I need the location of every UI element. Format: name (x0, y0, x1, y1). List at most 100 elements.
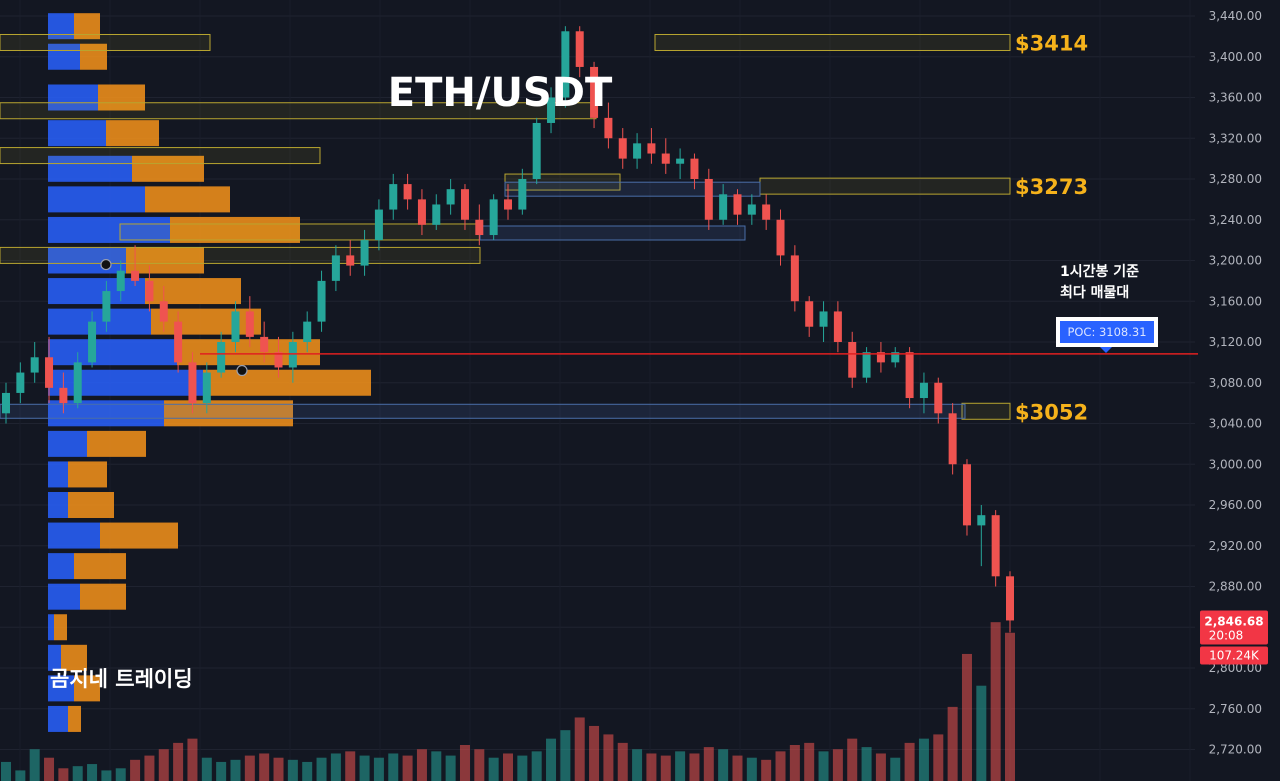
candle-body (547, 97, 556, 123)
volume-bar (1, 761, 11, 781)
volume-bar (359, 755, 370, 781)
last-volume-tag (1200, 646, 1268, 665)
y-tick-label: 3,040.00 (1209, 417, 1262, 431)
y-tick-label: 3,400.00 (1209, 50, 1262, 64)
candle-body (360, 240, 369, 266)
overlays: POC: 3108.31 (100, 258, 1198, 377)
level-labels: $3414 $3273 $3052 (1015, 31, 1088, 424)
profile-sell-bar (87, 430, 146, 457)
volume-bar (531, 751, 542, 781)
volume-bar (173, 742, 184, 781)
y-tick-label: 3,240.00 (1209, 213, 1262, 227)
profile-sell-bar (68, 705, 81, 732)
poc-annotation-line2: 최다 매물대 (1060, 285, 1129, 301)
y-tick-label: 3,080.00 (1209, 376, 1262, 390)
volume-bar (330, 753, 341, 781)
volume-bar (603, 734, 614, 781)
candle-body (59, 387, 68, 404)
level-label: $3273 (1015, 175, 1088, 199)
candle-body (991, 515, 1000, 577)
profile-sell-bar (80, 43, 107, 70)
volume-bar (617, 742, 628, 781)
y-tick-label: 3,360.00 (1209, 91, 1262, 105)
candle-body (446, 189, 455, 205)
zone-box (0, 246, 481, 264)
candle-body (202, 372, 211, 404)
profile-buy-bar (48, 492, 68, 518)
candle-body (460, 189, 469, 220)
volume-bar (158, 749, 169, 781)
profile-sell-bar (68, 461, 107, 488)
profile-sell-bar (145, 278, 241, 305)
marker-dot (236, 364, 248, 377)
volume-bar (574, 717, 585, 781)
candle-body (102, 291, 111, 322)
y-tick-label: 2,760.00 (1209, 702, 1262, 716)
profile-sell-bar (170, 216, 300, 243)
candle-body (475, 219, 484, 236)
poc-label: POC: 3108.31 (1067, 325, 1146, 339)
candle-body (891, 352, 900, 363)
volume-bar (789, 745, 800, 781)
profile-sell-bar (100, 522, 178, 549)
volume-bar (1005, 632, 1015, 781)
y-tick-label: 3,000.00 (1209, 457, 1262, 471)
last-volume-label: 107.24K (1209, 648, 1260, 662)
volume-bar (933, 734, 944, 781)
volume-bar (273, 757, 284, 781)
poc-label-pointer (1100, 347, 1112, 353)
candle-body (217, 342, 226, 373)
volume-bar (961, 653, 972, 781)
y-tick-label: 3,280.00 (1209, 172, 1262, 186)
zone-box (0, 33, 211, 51)
volume-bar (560, 730, 571, 781)
price-axis[interactable]: 3,440.00 3,400.00 3,360.00 3,320.00 3,280.00… (1200, 9, 1268, 757)
volume-bar (632, 749, 643, 781)
candle-body (159, 301, 168, 322)
profile-buy-bar (48, 43, 80, 70)
y-tick-label: 2,880.00 (1209, 580, 1262, 594)
candle-body (88, 321, 97, 363)
candle-body (561, 31, 570, 98)
zone-box (479, 225, 746, 241)
candle-body (73, 362, 82, 404)
candle-body (676, 158, 685, 164)
profile-buy-bar (48, 675, 74, 702)
y-tick-label: 3,160.00 (1209, 294, 1262, 308)
volume-bar (589, 725, 600, 781)
profile-buy-bar (48, 120, 106, 147)
watermark: 곰지네 트레이딩 (50, 667, 193, 691)
profile-buy-bar (48, 216, 170, 243)
profile-buy-bar (48, 583, 80, 610)
candle-body (1006, 576, 1014, 621)
chart-title: ETH/USDT (388, 70, 613, 116)
candle-body (962, 464, 971, 526)
volume-bar (990, 622, 1001, 781)
volume-bar (517, 755, 528, 781)
zone-box (759, 177, 1011, 195)
y-tick-label: 3,320.00 (1209, 131, 1262, 145)
candle-body (374, 209, 383, 241)
volume-bar (976, 685, 987, 781)
candle-body (532, 122, 541, 179)
zone-box (0, 403, 966, 419)
volume-bar (761, 759, 772, 781)
last-price-label: 2,846.68 (1204, 614, 1263, 628)
volume-bar (546, 738, 557, 781)
volume-profile (48, 13, 371, 732)
profile-sell-bar (68, 492, 114, 518)
profile-sell-bar (151, 308, 261, 335)
candle-body (518, 179, 527, 210)
y-tick-label: 2,960.00 (1209, 498, 1262, 512)
candle-body (260, 336, 269, 353)
candle-body (116, 270, 125, 292)
profile-sell-bar (54, 614, 67, 641)
poc-label-box (1060, 321, 1154, 343)
candle-body (905, 352, 914, 399)
volume-bar (58, 768, 69, 781)
candle-body (790, 255, 799, 302)
candle-body (690, 158, 699, 179)
last-price-tag (1200, 610, 1268, 645)
volume-bar (144, 755, 155, 781)
